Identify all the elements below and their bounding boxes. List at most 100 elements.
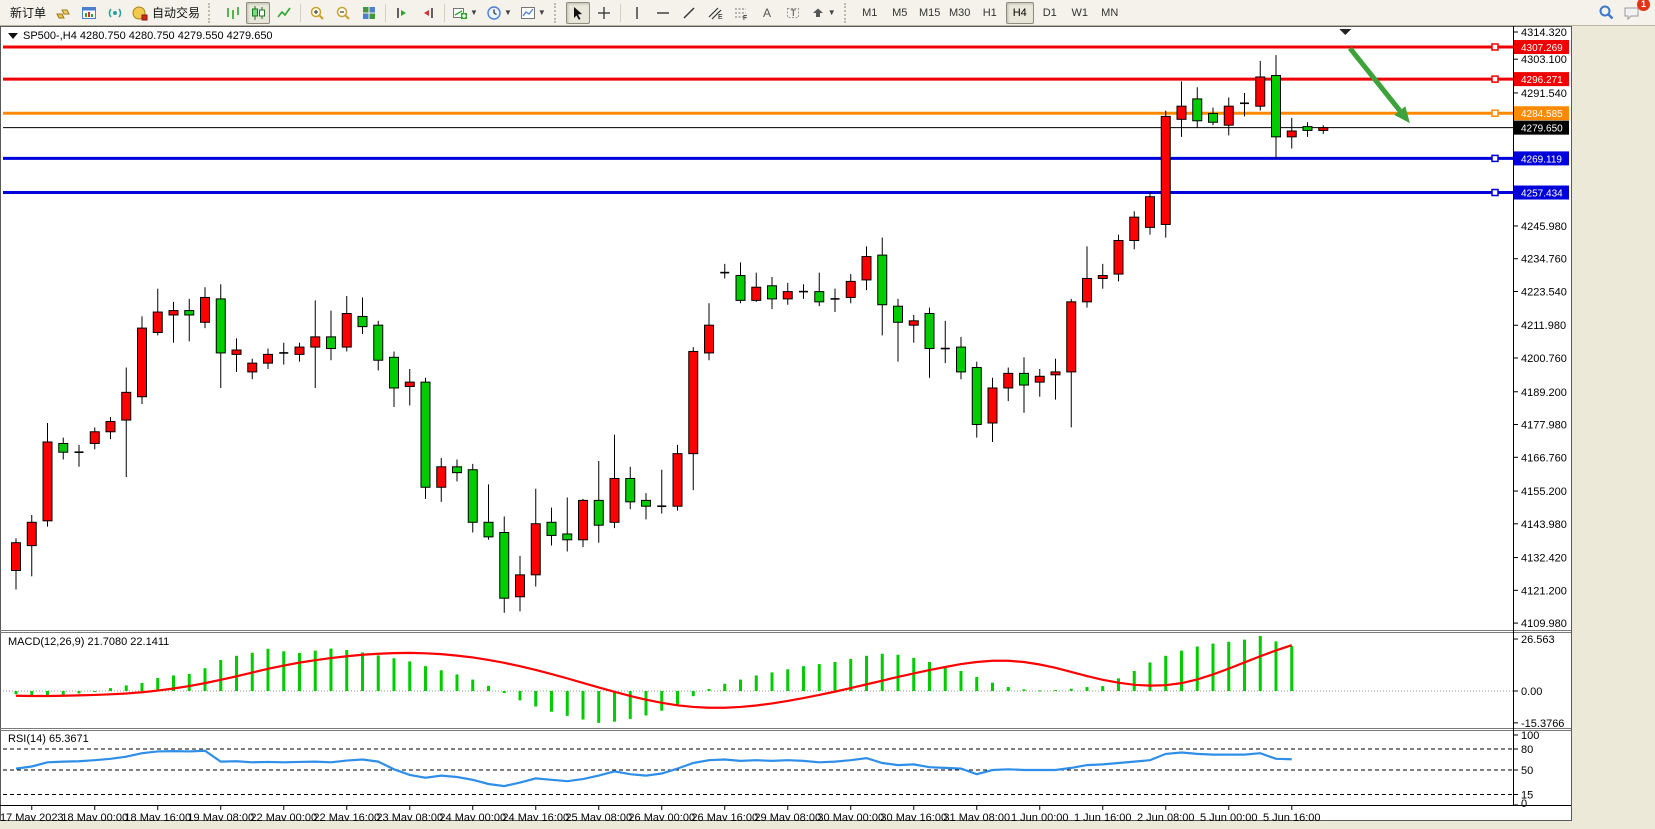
- candle-body: [58, 442, 69, 453]
- candle-body: [861, 256, 872, 281]
- macd-histogram-bar: [392, 658, 396, 691]
- candle-body: [893, 305, 903, 323]
- price-label-box: [1514, 151, 1569, 166]
- timeframe-w1[interactable]: W1: [1071, 6, 1088, 19]
- chart-window[interactable]: SP500-,H4 4280.750 4280.750 4279.550 427…: [0, 26, 1572, 824]
- bar-chart-icon[interactable]: [220, 2, 244, 24]
- crosshair-icon[interactable]: [592, 2, 616, 24]
- macd-histogram-bar: [1148, 662, 1152, 691]
- zoom-in-icon[interactable]: [305, 2, 329, 24]
- timeframe-h4[interactable]: H4: [1005, 1, 1034, 24]
- fibonacci-icon[interactable]: F: [729, 2, 753, 24]
- macd-histogram-bar: [219, 659, 223, 691]
- price-axis-tick-label: 4291.540: [1521, 88, 1567, 100]
- macd-histogram-bar: [754, 675, 758, 691]
- timeframe-m5[interactable]: M5: [892, 6, 908, 19]
- macd-histogram-bar: [124, 685, 128, 691]
- macd-axis-label: 0.00: [1521, 686, 1542, 698]
- label-icon[interactable]: T: [781, 2, 805, 24]
- price-axis-tick-label: 4223.540: [1521, 286, 1567, 298]
- price-axis-tick-label: 4234.760: [1521, 254, 1567, 266]
- candle-body: [877, 254, 888, 306]
- macd-histogram-bar: [676, 691, 679, 705]
- macd-histogram-bar: [833, 662, 837, 691]
- horizontal-line-icon[interactable]: [651, 2, 675, 24]
- timeframe-m1[interactable]: M1: [862, 6, 878, 19]
- timeframe-m30[interactable]: M30: [949, 6, 971, 19]
- hline-marker[interactable]: [1491, 109, 1499, 117]
- rsi-axis-label: 100: [1521, 730, 1539, 742]
- signals-icon[interactable]: [103, 2, 127, 24]
- macd-histogram-bar: [1132, 670, 1136, 691]
- candle-body: [751, 286, 762, 301]
- hline-marker[interactable]: [1491, 154, 1499, 163]
- candle-body: [1192, 98, 1203, 122]
- annotation-arrow-head[interactable]: [1394, 106, 1410, 124]
- candle-body: [1223, 105, 1234, 126]
- period-dropdown[interactable]: ▼: [483, 2, 515, 24]
- time-axis-label: 26 May 16:00: [691, 812, 758, 821]
- gold-bars-icon[interactable]: [51, 2, 75, 24]
- candle-body: [89, 431, 100, 444]
- new-chart-dropdown[interactable]: ▼: [449, 2, 481, 24]
- text-icon[interactable]: A: [755, 2, 779, 24]
- chat-icon[interactable]: 1: [1620, 0, 1650, 24]
- chart-header-caret[interactable]: [8, 33, 18, 39]
- annotation-arrow[interactable]: [1348, 46, 1402, 113]
- hline-marker[interactable]: [1491, 188, 1499, 197]
- template-dropdown[interactable]: ▼: [517, 2, 549, 24]
- chart-shift-icon[interactable]: [390, 2, 414, 24]
- cursor-icon[interactable]: [565, 1, 590, 24]
- line-chart-icon[interactable]: [272, 2, 296, 24]
- macd-histogram-bar: [1085, 687, 1089, 691]
- chart-canvas[interactable]: SP500-,H4 4280.750 4280.750 4279.550 427…: [0, 26, 1572, 824]
- price-label-box: [1514, 106, 1569, 121]
- candle-body: [641, 499, 651, 507]
- time-axis-label: 25 May 08:00: [565, 812, 632, 821]
- charts-window-icon[interactable]: [77, 2, 101, 24]
- candlestick-chart-icon[interactable]: [246, 1, 271, 24]
- macd-histogram-bar: [1195, 646, 1199, 691]
- timeframe-h1[interactable]: H1: [982, 6, 997, 19]
- toolbar-separator: [300, 3, 302, 22]
- timeframe-d1[interactable]: D1: [1042, 6, 1057, 19]
- macd-histogram-bar: [1274, 641, 1278, 691]
- search-icon[interactable]: [1594, 2, 1618, 24]
- timeframe-mn[interactable]: MN: [1101, 6, 1119, 19]
- timeframe-m15[interactable]: M15: [919, 6, 941, 19]
- toolbar-grip: [208, 2, 215, 23]
- macd-histogram-bar: [707, 688, 711, 691]
- rsi-axis-label: 80: [1521, 744, 1533, 756]
- macd-histogram-bar: [817, 664, 821, 691]
- macd-histogram-bar: [849, 658, 853, 691]
- dropdown-caret: ▼: [537, 8, 546, 17]
- macd-histogram-bar: [329, 648, 333, 691]
- macd-histogram-bar: [770, 672, 774, 691]
- macd-axis-label: -15.3766: [1521, 718, 1564, 730]
- new-order-button[interactable]: 新订单: [3, 2, 49, 24]
- candle-body: [1113, 240, 1124, 275]
- macd-histogram-bar: [1211, 643, 1215, 691]
- tile-windows-icon[interactable]: [357, 2, 381, 24]
- hline-marker[interactable]: [1491, 43, 1499, 51]
- vertical-line-icon[interactable]: [625, 2, 649, 24]
- candle-body: [389, 356, 399, 389]
- equidistant-channel-icon[interactable]: E: [703, 2, 727, 24]
- macd-histogram-bar: [896, 654, 900, 691]
- zoom-out-icon[interactable]: [331, 2, 355, 24]
- price-label-box: [1514, 40, 1569, 54]
- time-axis-label: 2 Jun 08:00: [1137, 812, 1195, 821]
- autotrading-button[interactable]: 自动交易: [129, 2, 203, 24]
- candle-body: [42, 441, 53, 522]
- macd-label: MACD(12,26,9) 21.7080 22.1411: [8, 636, 169, 648]
- candle-body: [1145, 196, 1155, 228]
- trendline-icon[interactable]: [677, 2, 701, 24]
- auto-scroll-icon[interactable]: [416, 2, 440, 24]
- arrows-dropdown[interactable]: ▼: [807, 2, 839, 24]
- svg-text:E: E: [718, 14, 723, 21]
- hline-marker[interactable]: [1491, 75, 1499, 83]
- chart-shift-marker[interactable]: [1339, 29, 1352, 35]
- candle-body: [956, 346, 966, 373]
- rsi-axis-label: 0: [1521, 798, 1527, 810]
